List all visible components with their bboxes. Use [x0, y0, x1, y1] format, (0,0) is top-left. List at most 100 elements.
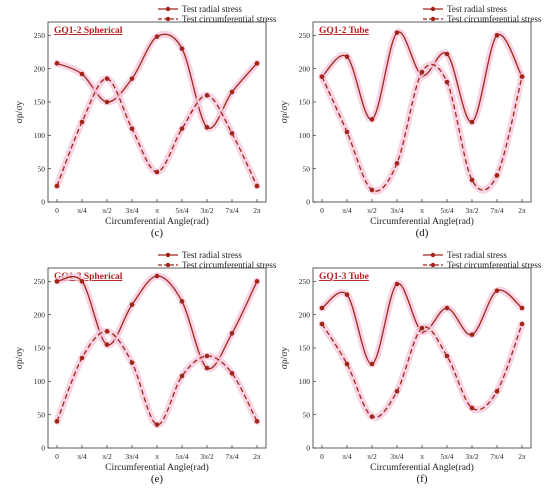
circumferential-stress-point	[204, 93, 210, 98]
y-tick-label: 100	[299, 131, 311, 140]
y-tick-label: 250	[299, 31, 311, 40]
y-tick-label: 150	[299, 98, 311, 107]
legend-swatch-marker	[430, 262, 436, 268]
x-tick-label: 0	[55, 452, 59, 461]
x-tick-label: 0	[55, 206, 59, 215]
chart-title: GQ1-2 Tube	[319, 26, 369, 36]
circumferential-stress-point	[129, 126, 135, 131]
chart-title: GQ1-3 Spherical	[54, 272, 123, 282]
radial-stress-point	[154, 34, 160, 39]
x-tick-label: 0	[320, 206, 324, 215]
x-tick-label: π	[420, 206, 424, 215]
y-tick-label: 50	[38, 410, 46, 419]
x-tick-label: 2π	[253, 452, 261, 461]
circumferential-stress-point	[394, 389, 400, 394]
chart-panel-f: 0 50 100 150 200 250 0 π/4 π/2 3π/4 π 5π/4 3π/2 7π/4 2…	[280, 250, 542, 485]
x-tick-label: 5π/4	[175, 452, 189, 461]
x-tick-label: 3π/2	[200, 206, 214, 215]
circumferential-stress-point	[369, 187, 375, 193]
legend-swatch-marker	[165, 16, 171, 22]
x-tick-label: 3π/2	[200, 452, 214, 461]
x-tick-label: 3π/2	[465, 452, 479, 461]
y-tick-label: 100	[34, 377, 46, 386]
legend-entry: Test radial stress	[182, 4, 242, 14]
circumferential-stress-point	[319, 74, 325, 79]
y-tick-label: 0	[41, 444, 45, 453]
x-tick-label: π/4	[342, 206, 352, 215]
panel-caption: (d)	[416, 227, 429, 239]
panel-caption: (e)	[151, 473, 164, 485]
y-axis-label: σρ/σy	[280, 101, 290, 124]
radial-stress-point	[129, 76, 135, 81]
circumferential-stress-point	[154, 169, 160, 175]
y-axis-label: σρ/σy	[15, 101, 25, 124]
x-tick-label: 2π	[253, 206, 261, 215]
x-tick-label: 7π/4	[490, 452, 504, 461]
radial-stress-point	[179, 299, 185, 304]
radial-stress-point	[154, 273, 160, 279]
circumferential-stress-point	[394, 161, 400, 166]
radial-stress-point	[79, 279, 85, 284]
radial-stress-point	[469, 332, 475, 337]
radial-stress-point	[104, 99, 110, 105]
x-tick-label: π	[155, 452, 159, 461]
y-tick-label: 50	[303, 410, 311, 419]
x-tick-label: 3π/4	[390, 452, 404, 461]
y-tick-label: 150	[34, 344, 46, 353]
legend-entry: Test radial stress	[447, 4, 507, 14]
circumferential-stress-point	[344, 129, 350, 135]
radial-stress-point	[469, 119, 475, 125]
circumferential-stress-point	[494, 173, 500, 178]
radial-stress-point	[319, 305, 325, 311]
x-tick-label: 7π/4	[225, 452, 239, 461]
y-tick-label: 50	[38, 164, 46, 173]
radial-stress-point	[394, 30, 400, 35]
y-tick-label: 50	[303, 164, 311, 173]
y-tick-label: 150	[299, 344, 311, 353]
y-tick-label: 0	[306, 198, 310, 207]
x-tick-label: 3π/4	[125, 206, 139, 215]
x-tick-label: π/4	[77, 452, 87, 461]
y-tick-label: 200	[299, 310, 311, 319]
series-halo	[318, 61, 526, 195]
x-tick-label: π	[155, 206, 159, 215]
chart-panel-c: 0 50 100 150 200 250 0 π/4 π/2 3π/4 π 5π/4 3π/2 7π/4 2…	[15, 4, 277, 239]
y-axis-label: σρ/σy	[15, 347, 25, 370]
x-tick-label: π	[420, 452, 424, 461]
legend-swatch-marker	[430, 6, 436, 12]
x-axis-label: Circumferential Angle(rad)	[370, 216, 474, 227]
legend-swatch-marker	[430, 252, 436, 258]
circumferential-stress-point	[344, 361, 350, 367]
chart-panel-d: 0 50 100 150 200 250 0 π/4 π/2 3π/4 π 5π/4 3π/2 7π/4 2…	[280, 4, 542, 239]
radial-stress-point	[229, 89, 235, 95]
circumferential-stress-point	[104, 76, 110, 81]
panel-caption: (f)	[417, 473, 428, 485]
radial-stress-point	[519, 305, 525, 311]
x-tick-label: 2π	[518, 206, 526, 215]
circumferential-stress-point	[519, 74, 525, 79]
circumferential-stress-point	[204, 353, 210, 359]
circumferential-stress-point	[179, 373, 185, 379]
x-tick-label: 3π/4	[390, 206, 404, 215]
chart-title: GQ1-3 Tube	[319, 272, 369, 282]
chart-panel-e: 0 50 100 150 200 250 0 π/4 π/2 3π/4 π 5π/4 3π/2 7π/4 2…	[15, 250, 277, 485]
y-axis-label: σρ/σy	[280, 347, 290, 370]
x-tick-label: π/2	[367, 452, 377, 461]
circumferential-stress-point	[469, 177, 475, 183]
circumferential-stress-point	[229, 131, 235, 136]
x-tick-label: 3π/4	[125, 452, 139, 461]
x-tick-label: π/2	[102, 206, 112, 215]
radial-stress-point	[254, 61, 260, 66]
radial-stress-point	[204, 125, 210, 130]
legend-swatch-marker	[165, 252, 171, 258]
radial-stress-point	[254, 279, 260, 284]
legend-entry: Test circumferential stress	[182, 260, 277, 270]
x-tick-label: 0	[320, 452, 324, 461]
legend-entry: Test radial stress	[182, 250, 242, 260]
y-tick-label: 100	[299, 377, 311, 386]
circumferential-stress-point	[369, 414, 375, 419]
circumferential-stress-point	[179, 126, 185, 131]
radial-stress-point	[54, 279, 60, 284]
circumferential-stress-line	[321, 63, 523, 192]
x-tick-label: 5π/4	[440, 452, 454, 461]
